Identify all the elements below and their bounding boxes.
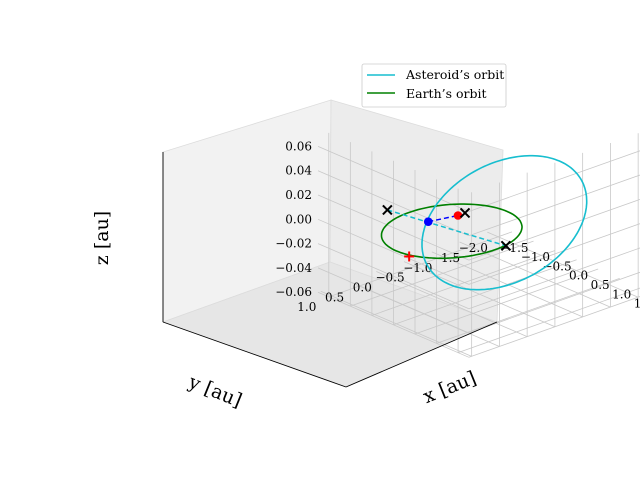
legend: Asteroid’s orbit Earth’s orbit (361, 63, 507, 108)
z-gridline (468, 247, 640, 310)
z-tick-label: 0.00 (285, 212, 312, 226)
z-gridline (317, 218, 470, 285)
z-axis-label: z [au] (91, 211, 113, 265)
axis-lines (162, 152, 498, 388)
x-axis-label: x [au] (420, 367, 479, 408)
y-tick-label: 0.5 (325, 290, 344, 304)
earth-orbit-line (380, 203, 523, 260)
z-tick-label: 0.06 (285, 139, 312, 153)
y-tick-label: −1.0 (403, 261, 432, 275)
z-gridline (468, 223, 640, 285)
z-gridline (468, 198, 640, 261)
asteroid-position-marker (423, 217, 433, 226)
z-gridline (317, 243, 470, 310)
z-gridline (317, 194, 470, 261)
z-gridline (468, 296, 640, 358)
z-gridline (317, 170, 470, 237)
z-tick-label: −0.04 (275, 261, 312, 275)
y-gridline (487, 231, 639, 298)
z-gridline (468, 174, 640, 237)
position-markers (382, 204, 512, 262)
y-tick-label: −2.0 (459, 241, 488, 255)
gridlines (317, 132, 640, 358)
z-tick-label: 0.04 (285, 164, 312, 178)
z-gridline (468, 150, 640, 212)
asteroid-future-marker (453, 211, 463, 220)
x-tick-label: 0.0 (569, 269, 588, 283)
legend-label-earth: Earth’s orbit (406, 86, 487, 101)
y-gridline (431, 251, 583, 318)
x-tick-label: 1.5 (634, 297, 640, 311)
y-tick-label: −0.5 (375, 271, 404, 285)
z-tick-label: −0.02 (275, 237, 312, 251)
z-tick-label: 0.02 (285, 188, 312, 202)
x-tick-label: 1.0 (612, 287, 631, 301)
y-axis-label: y [au] (185, 371, 245, 412)
orbit-curves (380, 154, 588, 291)
y-tick-label: 0.0 (353, 281, 372, 295)
x-tick-label: 0.5 (591, 278, 610, 292)
line-of-nodes-dashed (428, 214, 459, 223)
node-line-dashed (387, 209, 507, 247)
y-gridline (403, 261, 556, 328)
earth-position-marker (404, 251, 415, 262)
z-gridline (468, 271, 640, 334)
z-gridline (317, 267, 470, 334)
node-ascending-marker (500, 240, 512, 252)
legend-box (361, 63, 507, 108)
node-descending-marker (382, 204, 393, 216)
z-gridline (317, 291, 470, 358)
z-gridline (317, 146, 470, 212)
tick-labels: −1.5−1.0−0.50.00.51.01.51.00.50.0−0.5−1.… (275, 139, 640, 314)
x-tick-label: −1.0 (521, 250, 550, 264)
y-gridline (376, 271, 528, 337)
axes-panes (161, 99, 504, 388)
legend-label-asteroid: Asteroid’s orbit (405, 67, 504, 82)
y-axis-line (162, 321, 347, 388)
x-axis-line (345, 321, 498, 388)
y-tick-label: 1.0 (297, 300, 316, 314)
y-gridline (320, 290, 472, 357)
z-tick-label: −0.06 (275, 285, 312, 299)
asteroid-orbit-line (421, 154, 588, 291)
node-center-marker (459, 207, 471, 219)
